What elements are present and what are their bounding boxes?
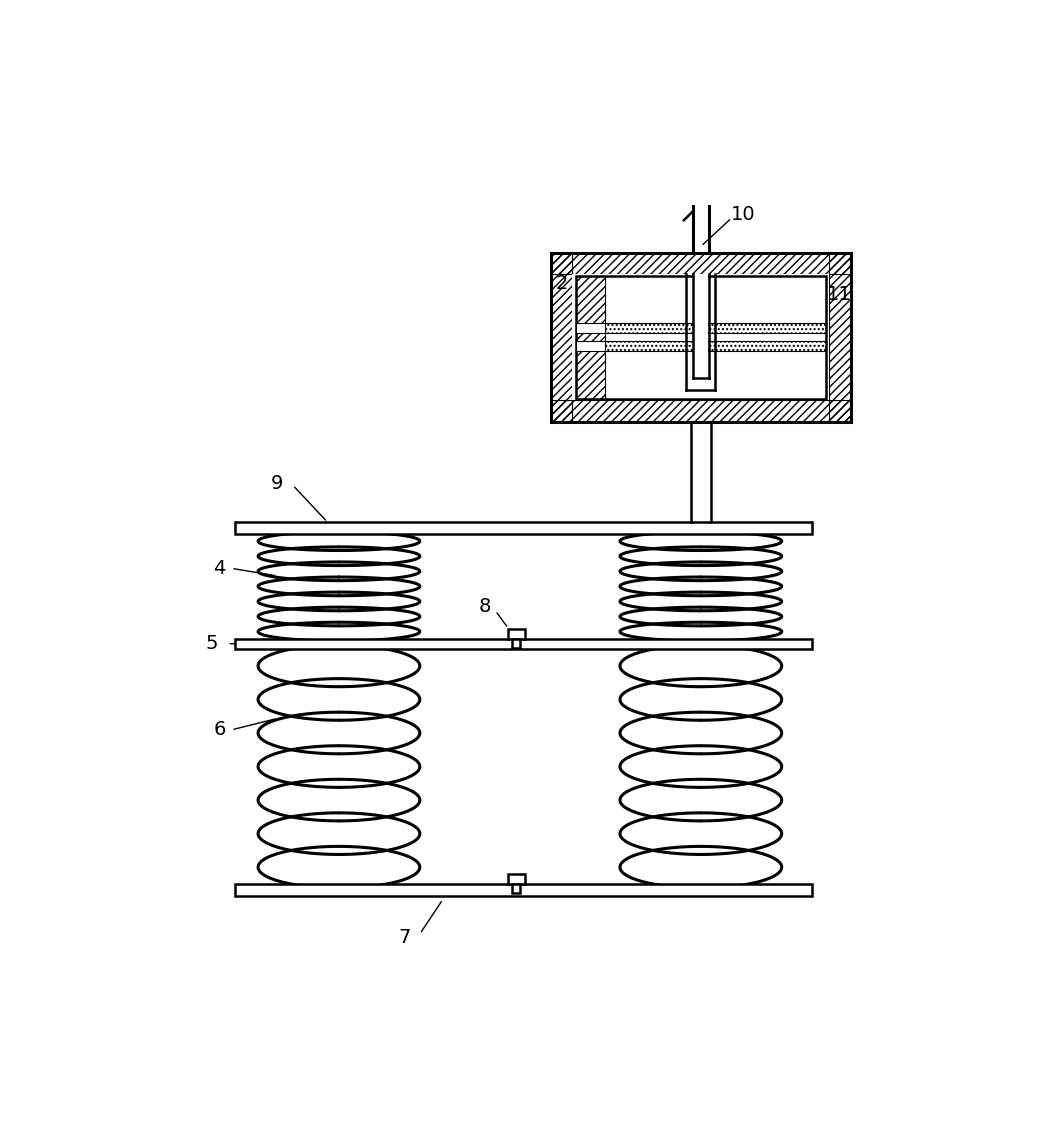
Text: 4: 4 (214, 559, 225, 577)
Bar (551, 401, 851, 422)
Bar (577, 275, 825, 399)
Text: 8: 8 (479, 597, 491, 617)
Bar (577, 323, 605, 334)
Bar (512, 639, 519, 648)
Bar (605, 341, 825, 351)
Text: 7: 7 (398, 929, 411, 948)
Bar (577, 275, 605, 399)
Bar (508, 629, 525, 639)
Bar (235, 639, 813, 649)
Bar (829, 253, 851, 422)
Bar (605, 323, 825, 334)
Text: 5: 5 (205, 634, 218, 654)
Text: 2: 2 (557, 274, 568, 293)
Bar (551, 253, 851, 274)
Bar (551, 253, 572, 422)
Text: 9: 9 (271, 474, 284, 493)
Bar (694, 274, 708, 378)
Text: 10: 10 (731, 204, 755, 223)
Bar (512, 884, 519, 893)
Bar (235, 884, 813, 895)
Text: 11: 11 (827, 285, 852, 304)
Bar (572, 274, 829, 401)
Bar (551, 253, 851, 422)
Bar (235, 522, 813, 533)
Text: 6: 6 (214, 721, 225, 739)
Bar (577, 341, 605, 351)
Bar (508, 874, 525, 884)
